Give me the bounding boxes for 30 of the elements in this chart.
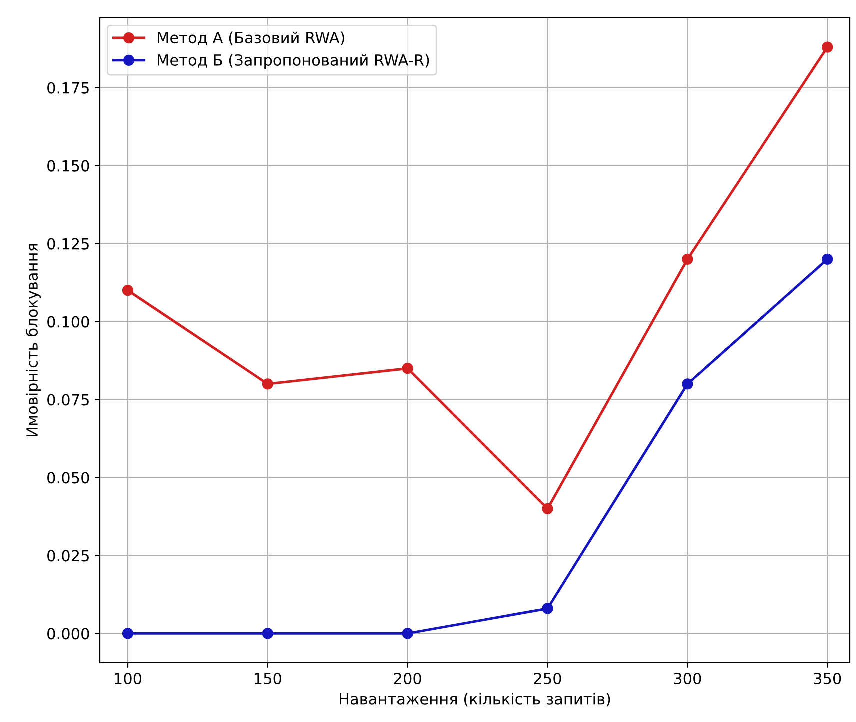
x-axis-title: Навантаження (кількість запитів)	[340, 693, 610, 707]
y-tick-label: 0.175	[48, 82, 89, 94]
point	[262, 628, 274, 640]
y-tick-label: 0.125	[48, 238, 89, 250]
x-tick-label: 150	[255, 672, 282, 685]
y-tick-label: 0.075	[48, 394, 89, 406]
point	[122, 285, 134, 296]
x-tick-label: 350	[814, 672, 842, 685]
y-tick-label: 0.150	[48, 160, 90, 172]
legend-label: Метод Б (Запропонований RWA-R)	[158, 54, 430, 69]
point	[402, 628, 414, 640]
y-tick-label: 0.100	[48, 316, 90, 328]
x-tick-label: 250	[534, 672, 562, 685]
point	[262, 378, 274, 390]
point	[122, 628, 134, 640]
point	[822, 42, 834, 53]
x-tick-label: 100	[115, 672, 142, 685]
point	[682, 378, 694, 390]
x-tick-label: 200	[394, 672, 422, 685]
point	[682, 254, 694, 265]
point	[542, 503, 554, 514]
point	[402, 363, 414, 374]
point	[542, 603, 554, 614]
y-tick-label: 0.025	[48, 550, 89, 562]
point	[822, 254, 834, 265]
y-tick-label: 0.050	[48, 472, 90, 484]
legend-label: Метод А (Базовий RWA)	[158, 32, 344, 46]
y-tick-label: 0.000	[48, 628, 90, 640]
x-tick-label: 300	[674, 672, 702, 685]
y-axis-title: Имовірність блокування	[26, 244, 41, 436]
